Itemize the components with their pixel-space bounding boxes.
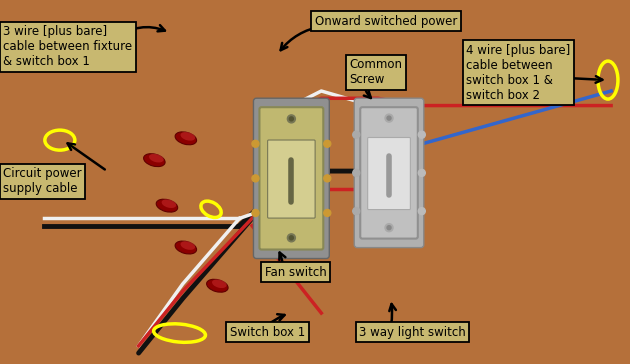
Circle shape: [289, 236, 294, 240]
Ellipse shape: [175, 132, 197, 145]
Circle shape: [353, 207, 360, 215]
Circle shape: [353, 131, 360, 138]
Circle shape: [353, 169, 360, 177]
Text: Fan switch: Fan switch: [265, 266, 326, 279]
Circle shape: [387, 226, 391, 230]
Ellipse shape: [149, 154, 164, 162]
Circle shape: [287, 234, 295, 242]
Text: Switch box 1: Switch box 1: [230, 326, 305, 339]
FancyBboxPatch shape: [368, 138, 410, 210]
Ellipse shape: [175, 241, 197, 254]
Text: Onward switched power: Onward switched power: [315, 15, 457, 28]
FancyBboxPatch shape: [360, 107, 418, 238]
Ellipse shape: [181, 241, 195, 250]
Circle shape: [418, 207, 425, 215]
Ellipse shape: [207, 279, 228, 292]
FancyBboxPatch shape: [253, 98, 329, 258]
Circle shape: [324, 175, 331, 182]
Circle shape: [252, 140, 259, 147]
Circle shape: [287, 115, 295, 123]
Text: Common
Screw: Common Screw: [350, 58, 403, 86]
Ellipse shape: [156, 199, 178, 212]
Text: Circuit power
supply cable: Circuit power supply cable: [3, 167, 82, 195]
Text: 3 way light switch: 3 way light switch: [359, 326, 466, 339]
Circle shape: [324, 209, 331, 217]
Circle shape: [252, 175, 259, 182]
Circle shape: [289, 117, 294, 121]
Circle shape: [387, 116, 391, 120]
FancyBboxPatch shape: [260, 107, 323, 249]
Circle shape: [418, 131, 425, 138]
Circle shape: [418, 169, 425, 177]
Circle shape: [324, 140, 331, 147]
Text: 3 wire [plus bare]
cable between fixture
& switch box 1: 3 wire [plus bare] cable between fixture…: [3, 25, 132, 68]
Circle shape: [385, 114, 393, 122]
Ellipse shape: [212, 280, 227, 288]
FancyBboxPatch shape: [354, 98, 424, 248]
Ellipse shape: [181, 132, 195, 141]
FancyBboxPatch shape: [268, 140, 315, 218]
Circle shape: [385, 224, 393, 232]
Circle shape: [252, 209, 259, 217]
Ellipse shape: [144, 154, 165, 167]
Text: 4 wire [plus bare]
cable between
switch box 1 &
switch box 2: 4 wire [plus bare] cable between switch …: [466, 44, 570, 102]
Ellipse shape: [162, 199, 176, 208]
